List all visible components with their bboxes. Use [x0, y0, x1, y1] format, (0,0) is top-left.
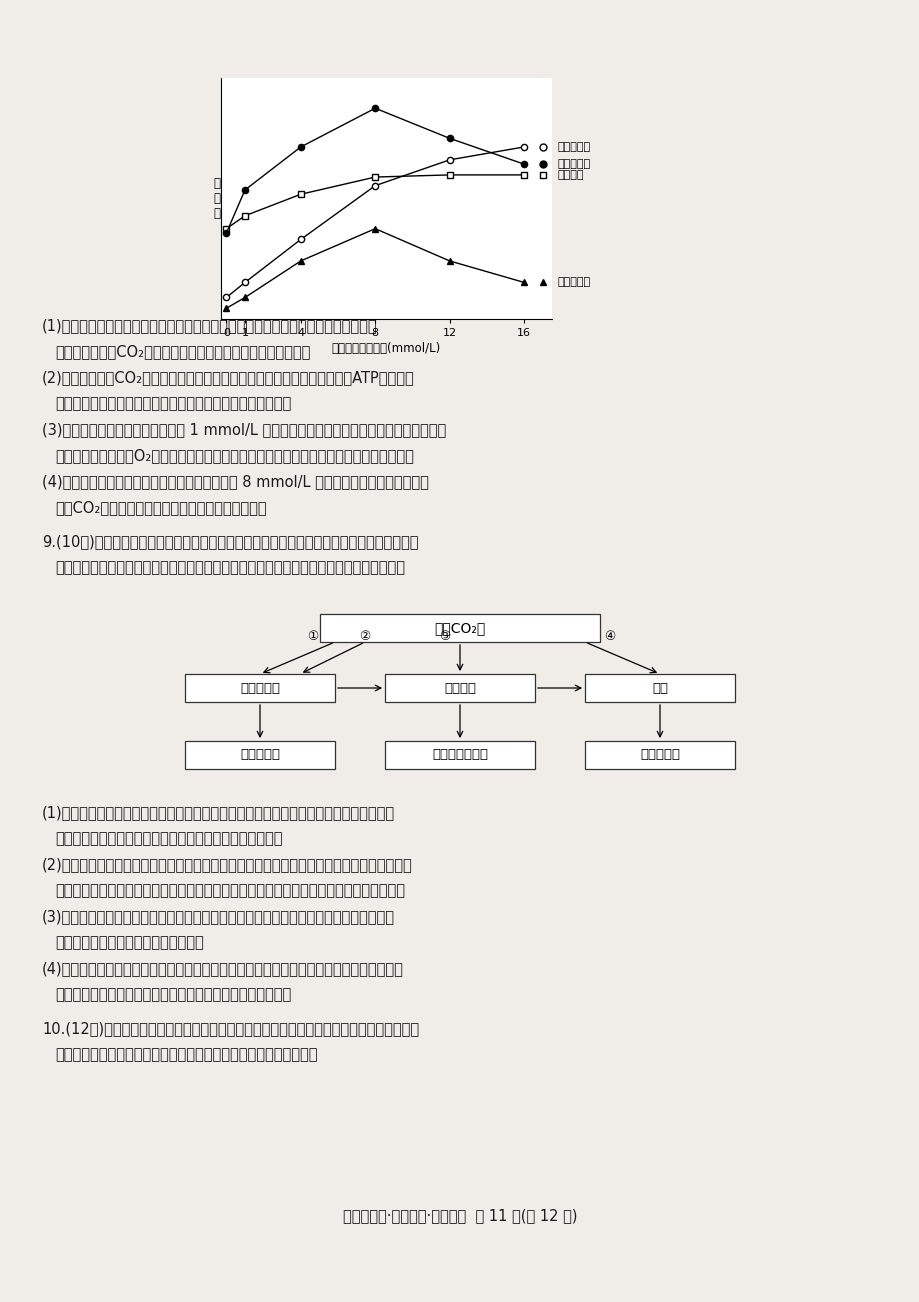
Text: 土壤碳储量: 土壤碳储量 — [640, 749, 679, 762]
Text: 枯枝落叶: 枯枝落叶 — [444, 681, 475, 694]
Text: 硝化细菌培养的研究。硝化细菌基本培养基的主要成分如下表：: 硝化细菌培养的研究。硝化细菌基本培养基的主要成分如下表： — [55, 1047, 317, 1062]
Text: 净光合速率: 净光合速率 — [557, 159, 590, 169]
FancyBboxPatch shape — [584, 674, 734, 702]
Text: ②: ② — [359, 629, 370, 642]
X-axis label: 培养液中氮素浓度(mmol/L): 培养液中氮素浓度(mmol/L) — [332, 342, 440, 355]
Text: 反应阶段产生的O₂，只有一部分能扩散到该细胞的　　　中被消耗掉，原因是　　　。: 反应阶段产生的O₂，只有一部分能扩散到该细胞的 中被消耗掉，原因是 。 — [55, 448, 414, 464]
Text: 气孔导度: 气孔导度 — [557, 169, 584, 180]
FancyBboxPatch shape — [185, 741, 335, 769]
Text: 癢化酶含量: 癢化酶含量 — [557, 277, 590, 288]
Text: (4)根据实验结果推测，当培养液中氮素浓度大于 8 mmol/L 以后，马尾松幼苗针叶的胞间: (4)根据实验结果推测，当培养液中氮素浓度大于 8 mmol/L 以后，马尾松幼… — [42, 474, 428, 490]
Text: ①: ① — [307, 629, 318, 642]
Text: 枯枝落叶碳储量: 枯枝落叶碳储量 — [432, 749, 487, 762]
Text: 个过程中的物质变化和能量变化对此加以说明：　　　。: 个过程中的物质变化和能量变化对此加以说明： 。 — [55, 987, 291, 1003]
Text: 量并被还原，随后再经一系列变化形成　　　和　　　。: 量并被还原，随后再经一系列变化形成 和 。 — [55, 396, 291, 411]
Text: (1)氮元素进入叶肉细胞后形成的化合物中，能吸收并转化光能的物质存在于叶绻体的: (1)氮元素进入叶肉细胞后形成的化合物中，能吸收并转化光能的物质存在于叶绻体的 — [42, 318, 377, 333]
FancyBboxPatch shape — [584, 741, 734, 769]
Text: (4)能量流动和物质循环是生态系统的主要功能，二者相互依存，不可分割。请利用上图某一: (4)能量流动和物质循环是生态系统的主要功能，二者相互依存，不可分割。请利用上图… — [42, 961, 403, 976]
Text: 10.(12分)为更好地解决冬季污水处理厂氨氮去除率低的问题，某研究小组进行了低温下高效: 10.(12分)为更好地解决冬季污水处理厂氨氮去除率低的问题，某研究小组进行了低… — [42, 1021, 419, 1036]
Text: 大气CO₂库: 大气CO₂库 — [434, 621, 485, 635]
Text: (2)进入叶绻体的CO₂，必须在癢化酶等酶的作用下，形成　　　后才能接受ATP释放的能: (2)进入叶绻体的CO₂，必须在癢化酶等酶的作用下，形成 后才能接受ATP释放的… — [42, 370, 414, 385]
Text: ④: ④ — [604, 629, 615, 642]
FancyBboxPatch shape — [384, 674, 535, 702]
Text: 森林植物的这种分布能增强图中的　　　过程，从而提高群落对环境资源的利用能力。: 森林植物的这种分布能增强图中的 过程，从而提高群落对环境资源的利用能力。 — [55, 883, 404, 898]
FancyBboxPatch shape — [384, 741, 535, 769]
Text: CO₂浓度变化趋势是　　　，原因是　　　　。: CO₂浓度变化趋势是 ，原因是 。 — [55, 500, 267, 516]
Text: 森林碳储量: 森林碳储量 — [240, 749, 279, 762]
Text: (3)伴随着图中　　　过程的进行，太阳能就输入到了生态系统的第　　　营养级中。图中: (3)伴随着图中 过程的进行，太阳能就输入到了生态系统的第 营养级中。图中 — [42, 909, 394, 924]
Text: 叶绻素含量: 叶绻素含量 — [557, 142, 590, 152]
Text: 大教育联盟·四市联考·理科综合  第 11 页(共 12 页): 大教育联盟·四市联考·理科综合 第 11 页(共 12 页) — [343, 1208, 576, 1223]
FancyBboxPatch shape — [320, 615, 599, 642]
Y-axis label: 相
对
值: 相 对 值 — [213, 177, 220, 220]
Text: 森林同化量: 森林同化量 — [240, 681, 279, 694]
Text: 土壤: 土壤 — [652, 681, 667, 694]
Text: 9.(10分)森林生态系统是陆地生态系统的主要类型，它不仅具有改善和维护区域生态环境的功: 9.(10分)森林生态系统是陆地生态系统的主要类型，它不仅具有改善和维护区域生态… — [42, 534, 418, 549]
Text: 分解者参与的过程是　　　过程。: 分解者参与的过程是 过程。 — [55, 935, 203, 950]
Text: (3)该实验中，培养液中氮素浓度在 1 mmol/L 的条件下，马尾松幼苗叶肉细胞中，叶绻体在光: (3)该实验中，培养液中氮素浓度在 1 mmol/L 的条件下，马尾松幼苗叶肉细… — [42, 422, 446, 437]
Text: 能，而且在全球碳平衡中起着巨大的作用。森林生态系统碳循环过程如下图所示，请回答：: 能，而且在全球碳平衡中起着巨大的作用。森林生态系统碳循环过程如下图所示，请回答： — [55, 560, 404, 575]
FancyBboxPatch shape — [185, 674, 335, 702]
Text: (2)森林中自下而上分别有草本植物、灌木和乔木，决定这种现象的主要环境因素是　　　　。: (2)森林中自下而上分别有草本植物、灌木和乔木，决定这种现象的主要环境因素是 。 — [42, 857, 413, 872]
Text: 在某一生态系统，而是具有全球性，原因是　　　　。: 在某一生态系统，而是具有全球性，原因是 。 — [55, 831, 282, 846]
Text: ③: ③ — [439, 629, 450, 642]
Text: ，能催化CO₂固定的癢化酶存在于叶绻体的　　　　　。: ，能催化CO₂固定的癢化酶存在于叶绻体的 。 — [55, 344, 310, 359]
Text: (1)碳在生物群落与无机环境之间的循环主要是以　　　的形式进行的。碳循环不仅仅局限: (1)碳在生物群落与无机环境之间的循环主要是以 的形式进行的。碳循环不仅仅局限 — [42, 805, 394, 820]
